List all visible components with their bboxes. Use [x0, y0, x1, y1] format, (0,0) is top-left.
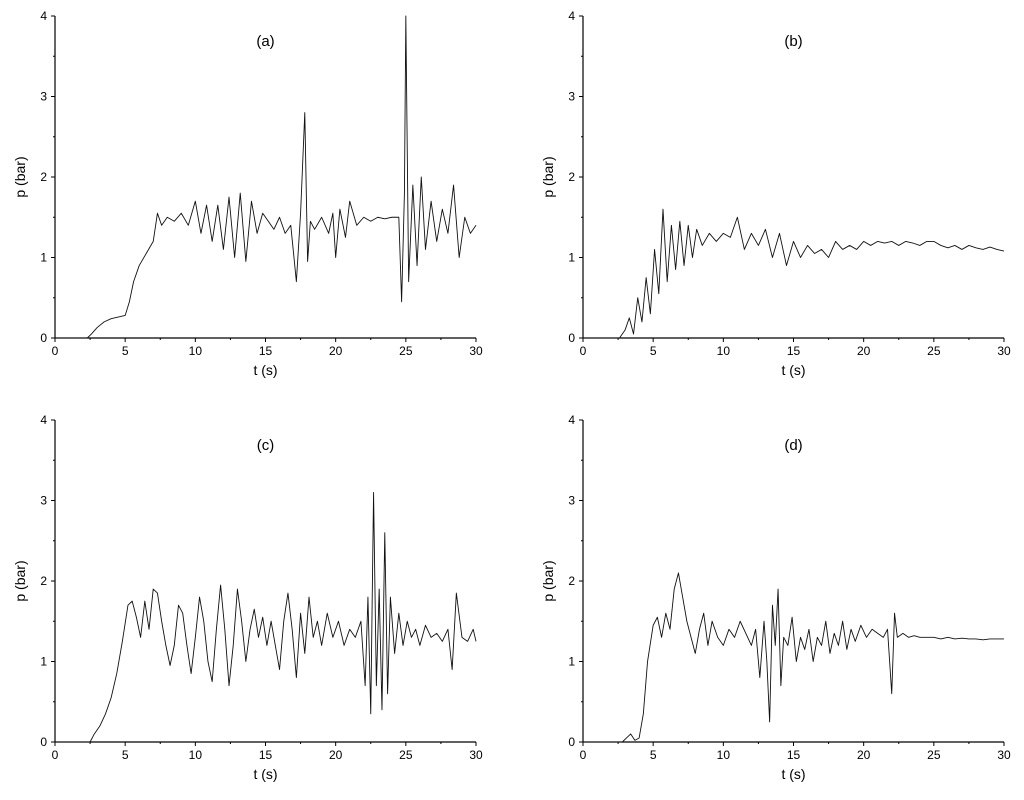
- panel-a-x-tick-label: 20: [329, 344, 343, 358]
- panel-a-label: (a): [256, 33, 274, 50]
- panel-a-x-tick-label: 10: [189, 344, 203, 358]
- panel-d-x-tick-label: 5: [650, 748, 657, 762]
- panel-d-y-tick-label: 3: [568, 494, 575, 508]
- panel-c-x-tick-label: 20: [329, 748, 343, 762]
- panel-d-y-tick-label: 4: [568, 413, 575, 427]
- panel-b-y-tick-label: 2: [568, 170, 575, 184]
- panel-b-x-tick-label: 0: [580, 344, 587, 358]
- panel-b-y-tick-label: 4: [568, 9, 575, 23]
- panel-c-x-tick-label: 25: [399, 748, 413, 762]
- panel-c-y-axis-title: p (bar): [12, 560, 28, 601]
- panel-a-x-tick-label: 25: [399, 344, 413, 358]
- panel-c-y-tick-label: 4: [40, 413, 47, 427]
- panel-d-x-tick-label: 20: [857, 748, 871, 762]
- panel-d-y-tick-label: 0: [568, 735, 575, 749]
- panel-b-y-axis-title: p (bar): [540, 156, 556, 197]
- panel-a-y-tick-label: 3: [40, 90, 47, 104]
- panel-c-x-tick-label: 10: [189, 748, 203, 762]
- panel-c-x-tick-label: 5: [122, 748, 129, 762]
- panel-a-x-axis-title: t (s): [253, 362, 277, 378]
- panel-d-x-tick-label: 0: [580, 748, 587, 762]
- panel-b-x-tick-label: 5: [650, 344, 657, 358]
- panel-d-x-tick-label: 25: [927, 748, 941, 762]
- panel-a-x-tick-label: 0: [52, 344, 59, 358]
- panel-b-y-tick-label: 3: [568, 90, 575, 104]
- panel-c-x-tick-label: 30: [469, 748, 483, 762]
- panel-c-y-tick-label: 2: [40, 574, 47, 588]
- panel-d: 0 1 2 3 4 0 5 10 15 20 25 30 t (s) p (bar) (d): [540, 413, 1011, 782]
- panel-d-y-axis-title: p (bar): [540, 560, 556, 601]
- panel-a-x-tick-label: 15: [259, 344, 273, 358]
- panel-a-y-tick-label: 1: [40, 251, 47, 265]
- panel-d-x-tick-label: 30: [997, 748, 1011, 762]
- panel-a-y-tick-label: 4: [40, 9, 47, 23]
- panel-d-y-tick-label: 1: [568, 655, 575, 669]
- panel-a-y-tick-label: 0: [40, 331, 47, 345]
- panel-d-x-axis-title: t (s): [781, 766, 805, 782]
- panel-b: 0 1 2 3 4 0 5 10 15 20 25 30 t (s) p (bar) (b): [540, 9, 1011, 378]
- panel-a-pressure-trace: [55, 15, 477, 339]
- panel-a-y-axis-title: p (bar): [12, 156, 28, 197]
- panel-c-x-axis-title: t (s): [253, 766, 277, 782]
- panel-c-y-tick-label: 1: [40, 655, 47, 669]
- panel-d-x-tick-label: 15: [787, 748, 801, 762]
- panel-b-x-axis-title: t (s): [781, 362, 805, 378]
- panel-c-label: (c): [257, 437, 275, 454]
- panel-b-x-tick-label: 20: [857, 344, 871, 358]
- panel-c: 0 1 2 3 4 0 5 10 15 20 25 30 t (s) p (bar) (c): [12, 413, 483, 782]
- panel-c-y-tick-label: 0: [40, 735, 47, 749]
- panel-d-x-tick-label: 10: [717, 748, 731, 762]
- panel-b-y-tick-label: 1: [568, 251, 575, 265]
- panel-d-label: (d): [784, 437, 802, 454]
- panel-b-x-tick-label: 30: [997, 344, 1011, 358]
- panel-c-pressure-trace: [55, 492, 477, 743]
- panel-a-y-tick-label: 2: [40, 170, 47, 184]
- panel-a-x-tick-label: 5: [122, 344, 129, 358]
- panel-b-x-tick-label: 10: [717, 344, 731, 358]
- panel-a-x-tick-label: 30: [469, 344, 483, 358]
- panel-b-label: (b): [784, 33, 802, 50]
- panel-b-y-tick-label: 0: [568, 331, 575, 345]
- panel-c-x-tick-label: 15: [259, 748, 273, 762]
- panel-b-pressure-trace: [583, 208, 1005, 339]
- panel-b-x-tick-label: 15: [787, 344, 801, 358]
- panel-c-y-tick-label: 3: [40, 494, 47, 508]
- panel-d-pressure-trace: [583, 572, 1004, 743]
- panel-b-x-tick-label: 25: [927, 344, 941, 358]
- panel-d-y-tick-label: 2: [568, 574, 575, 588]
- panel-a: 0 1 2 3 4 0 5 10 15 20 25 30 t (s) p (bar) (a): [12, 9, 483, 378]
- panel-c-x-tick-label: 0: [52, 748, 59, 762]
